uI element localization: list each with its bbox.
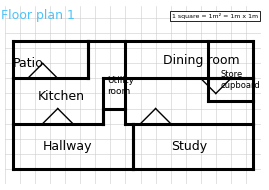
Text: 1 square = 1m² = 1m x 1m: 1 square = 1m² = 1m x 1m (172, 13, 258, 19)
Text: Study: Study (171, 140, 207, 153)
Text: Patio: Patio (13, 57, 43, 70)
Text: Dining room: Dining room (163, 54, 240, 67)
Text: Kitchen: Kitchen (38, 90, 85, 103)
Text: Hallway: Hallway (43, 140, 92, 153)
Text: Utility
room: Utility room (107, 76, 134, 96)
Text: Store
cupboard: Store cupboard (220, 70, 260, 90)
Text: Floor plan 1: Floor plan 1 (1, 9, 75, 22)
